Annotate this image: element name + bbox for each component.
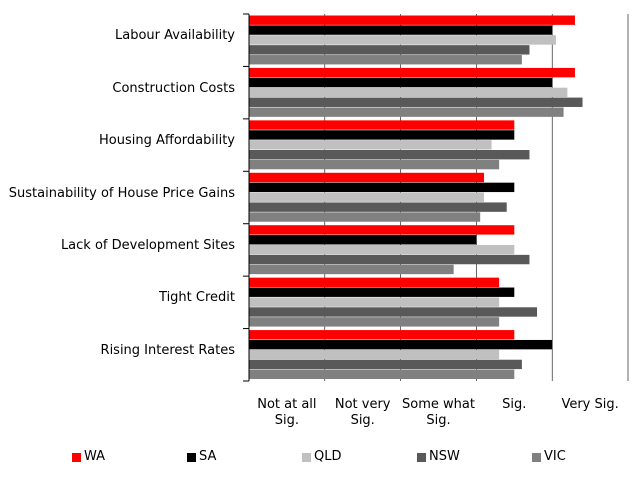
legend-label: WA: [84, 449, 106, 464]
y-tick-label: Tight Credit: [159, 290, 235, 306]
bar: [249, 317, 500, 327]
bar: [249, 15, 575, 25]
bar: [249, 192, 484, 202]
x-tick-label: Not at all Sig.: [257, 397, 317, 428]
bar: [249, 244, 515, 255]
bar: [249, 330, 515, 340]
bar: [249, 107, 564, 117]
y-tick-label: Construction Costs: [112, 80, 235, 96]
bar: [249, 359, 522, 370]
bar: [249, 277, 500, 288]
legend-swatch: [532, 453, 541, 462]
bar: [249, 77, 553, 88]
y-tick-label: Lack of Development Sites: [60, 237, 235, 253]
bar: [249, 254, 530, 265]
bar: [249, 120, 515, 130]
bar: [249, 97, 583, 107]
bar: [249, 349, 500, 360]
bar: [249, 67, 575, 78]
bar: [249, 159, 500, 170]
bar: [249, 172, 484, 183]
bar: [249, 182, 515, 193]
x-tick-label: Very Sig.: [561, 397, 619, 412]
bar: [249, 369, 515, 379]
y-tick-label: Housing Affordability: [99, 133, 235, 149]
x-tick-label: Not very Sig.: [334, 397, 391, 428]
bar: [249, 339, 553, 350]
bar: [249, 55, 522, 65]
bar: [249, 235, 477, 245]
legend-label: SA: [199, 449, 217, 464]
bar: [249, 25, 553, 35]
legend-label: VIC: [544, 449, 566, 464]
bar: [249, 130, 515, 140]
x-tick-label: Some what Sig.: [402, 397, 475, 428]
bar: [249, 45, 530, 55]
legend-swatch: [72, 453, 81, 462]
bar: [249, 307, 538, 317]
bar: [249, 264, 454, 275]
bar: [249, 202, 507, 212]
legend-swatch: [187, 453, 196, 462]
legend-label: NSW: [429, 449, 460, 464]
bar: [249, 297, 500, 307]
legend-label: QLD: [314, 449, 342, 464]
y-tick-label: Rising Interest Rates: [100, 342, 235, 358]
bar: [249, 87, 568, 98]
x-tick-label: Sig.: [502, 397, 527, 412]
legend-swatch: [302, 453, 311, 462]
bar: [249, 150, 530, 160]
bar: [249, 140, 492, 150]
y-tick-label: Labour Availability: [115, 28, 235, 44]
y-tick-label: Sustainability of House Price Gains: [8, 185, 235, 201]
legend-swatch: [417, 453, 426, 462]
bar: [249, 225, 515, 235]
bar: [249, 212, 481, 222]
bar: [249, 35, 556, 45]
bar: [249, 287, 515, 297]
